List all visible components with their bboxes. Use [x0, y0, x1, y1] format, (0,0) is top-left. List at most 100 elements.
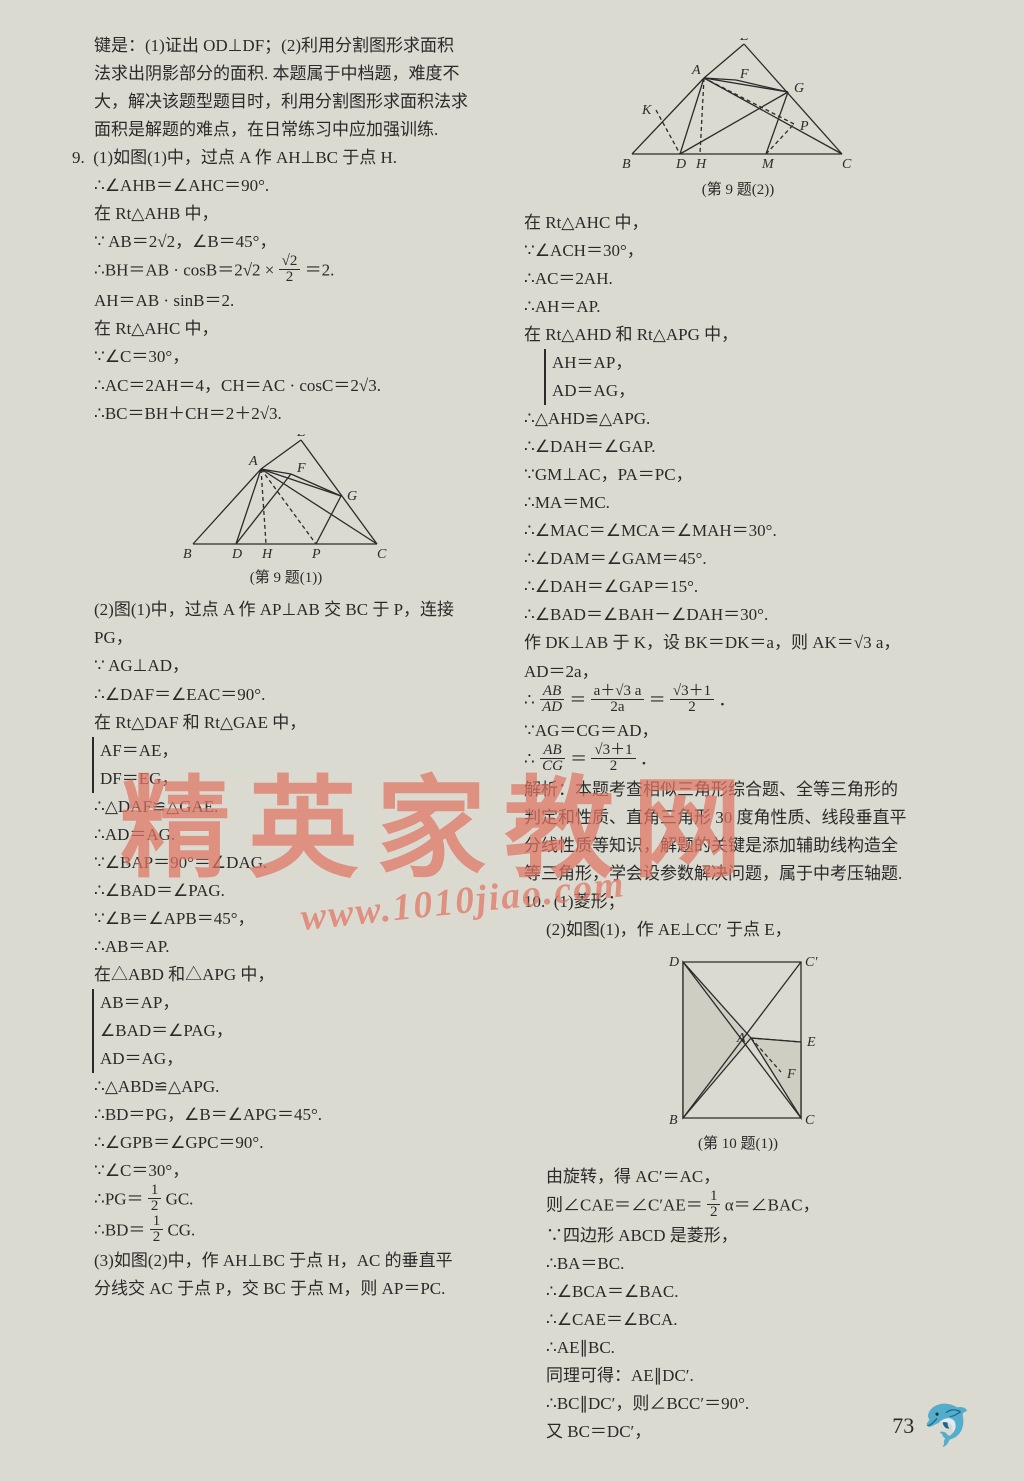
text: 在 Rt△AHC 中，	[72, 315, 500, 343]
fraction-half: 1 2	[148, 1183, 162, 1214]
text: ∵∠C＝30°，	[72, 1157, 500, 1185]
figure-10-1-svg: DC′BCAEF	[653, 950, 823, 1130]
svg-text:F: F	[786, 1067, 796, 1082]
svg-text:P: P	[311, 547, 321, 562]
text: ∴∠DAH＝∠GAP＝15°.	[524, 573, 952, 601]
text: PG，	[72, 624, 500, 652]
text: ∴∠GPB＝∠GPC＝90°.	[72, 1129, 500, 1157]
text: ∴AD＝AG.	[72, 821, 500, 849]
svg-text:C: C	[805, 1113, 815, 1128]
brace-group: AF＝AE， DF＝EG，	[92, 737, 500, 793]
svg-text:H: H	[261, 547, 273, 562]
text: 同理可得：AE∥DC′.	[524, 1362, 952, 1390]
figure-caption: (第 9 题(1))	[250, 566, 322, 591]
figure-caption: (第 10 题(1))	[698, 1132, 778, 1157]
text: 在 Rt△AHC 中，	[524, 209, 952, 237]
text: AH＝AP，	[552, 349, 952, 377]
text: ∴AB＝AP.	[72, 933, 500, 961]
text: 法求出阴影部分的面积. 本题属于中档题，难度不	[72, 60, 500, 88]
svg-text:B: B	[183, 547, 192, 562]
analysis-text: 分线性质等知识，解题的关键是添加辅助线构造全	[524, 832, 952, 860]
text: ∴PG＝	[94, 1190, 144, 1209]
equation: 则∠CAE＝∠C′AE＝ 1 2 α＝∠BAC，	[524, 1191, 952, 1222]
text: ∠BAD＝∠PAG，	[100, 1017, 500, 1045]
text: ∴AE∥BC.	[524, 1334, 952, 1362]
svg-text:H: H	[695, 157, 707, 172]
text: 由旋转，得 AC′＝AC，	[524, 1163, 952, 1191]
brace-group: AB＝AP， ∠BAD＝∠PAG， AD＝AG，	[92, 989, 500, 1073]
fraction: √3＋1 2	[670, 684, 714, 715]
text: 在 Rt△DAF 和 Rt△GAE 中，	[72, 709, 500, 737]
text: α＝∠BAC，	[725, 1195, 820, 1214]
svg-text:B: B	[622, 157, 631, 172]
svg-text:A: A	[736, 1031, 746, 1046]
text: AD＝AG，	[552, 377, 952, 405]
svg-text:E: E	[296, 434, 306, 440]
figure-9-1-svg: EAFGBDHPC	[181, 434, 391, 564]
text: ∴BD＝PG，∠B＝∠APG＝45°.	[72, 1101, 500, 1129]
text: ∵∠C＝30°，	[72, 343, 500, 371]
text: ∴AH＝AP.	[524, 293, 952, 321]
text: AD＝AG，	[100, 1045, 500, 1073]
text: ∴AC＝2AH＝4，CH＝AC · cosC＝2√3.	[72, 372, 500, 400]
text: ∵四边形 ABCD 是菱形，	[524, 1222, 952, 1250]
fraction: √3＋1 2	[591, 743, 635, 774]
text: ∴∠BAD＝∠BAH－∠DAH＝30°.	[524, 601, 952, 629]
text: AH＝AB · sinB＝2.	[72, 287, 500, 315]
text: ∴BD＝	[94, 1221, 145, 1240]
text: AB＝AP，	[100, 989, 500, 1017]
dolphin-icon: 🐬	[922, 1393, 972, 1459]
text: ∴∠AHB＝∠AHC＝90°.	[72, 172, 500, 200]
text: GC.	[166, 1190, 194, 1209]
text: ∴∠MAC＝∠MCA＝∠MAH＝30°.	[524, 517, 952, 545]
analysis-text: 等三角形，学会设参数解决问题，属于中考压轴题.	[524, 860, 952, 888]
left-column: 键是：(1)证出 OD⊥DF；(2)利用分割图形求面积 法求出阴影部分的面积. …	[72, 32, 500, 1424]
svg-text:B: B	[669, 1113, 678, 1128]
brace-group: AH＝AP， AD＝AG，	[544, 349, 952, 405]
svg-text:E: E	[739, 38, 749, 44]
problem-9-step: 9. (1)如图(1)中，过点 A 作 AH⊥BC 于点 H.	[72, 144, 500, 172]
text: 在△ABD 和△APG 中，	[72, 961, 500, 989]
text: ∵∠B＝∠APB＝45°，	[72, 905, 500, 933]
text: 键是：(1)证出 OD⊥DF；(2)利用分割图形求面积	[72, 32, 500, 60]
text: ＝	[649, 690, 666, 709]
svg-text:G: G	[347, 489, 357, 504]
svg-text:K: K	[641, 103, 652, 118]
text: (3)如图(2)中，作 AH⊥BC 于点 H，AC 的垂直平	[72, 1247, 500, 1275]
text: ∵AG＝CG＝AD，	[524, 717, 952, 745]
text: 则∠CAE＝∠C′AE＝	[546, 1195, 703, 1214]
text: 在 Rt△AHB 中，	[72, 200, 500, 228]
equation: ∴BH＝AB · cosB＝2√2 × √2 2 ＝2.	[72, 256, 500, 287]
fraction-ab-ad: AB AD	[539, 684, 565, 715]
svg-text:F: F	[739, 67, 749, 82]
text: 大，解决该题型题目时，利用分割图形求面积法求	[72, 88, 500, 116]
svg-text:A: A	[248, 454, 258, 469]
svg-text:P: P	[799, 119, 809, 134]
text: 分线交 AC 于点 P，交 BC 于点 M，则 AP＝PC.	[72, 1275, 500, 1303]
fraction-ab-cg: AB CG	[539, 743, 566, 774]
page-footer: 73 🐬	[892, 1393, 972, 1459]
figure-caption: (第 9 题(2))	[702, 178, 774, 203]
svg-text:D: D	[675, 157, 686, 172]
equation: ∴BD＝ 1 2 CG.	[72, 1216, 500, 1247]
analysis-text: 解析：本题考查相似三角形综合题、全等三角形的	[524, 776, 952, 804]
text: AD＝2a，	[524, 658, 952, 686]
text: ∴∠DAF＝∠EAC＝90°.	[72, 681, 500, 709]
svg-text:G: G	[794, 81, 804, 96]
analysis-text: 判定和性质、直角三角形 30 度角性质、线段垂直平	[524, 804, 952, 832]
right-column: EAKFGPBDHMC (第 9 题(2)) 在 Rt△AHC 中， ∵∠ACH…	[524, 32, 952, 1424]
svg-text:M: M	[761, 157, 775, 172]
text: ∴△ABD≌△APG.	[72, 1073, 500, 1101]
text: ∴∠CAE＝∠BCA.	[524, 1306, 952, 1334]
svg-text:D: D	[231, 547, 242, 562]
text: 作 DK⊥AB 于 K，设 BK＝DK＝a，则 AK＝√3 a，	[524, 629, 952, 657]
text: ∴△AHD≌△APG.	[524, 405, 952, 433]
text: ＝	[570, 749, 587, 768]
text: (2)如图(1)，作 AE⊥CC′ 于点 E，	[524, 916, 952, 944]
svg-text:D: D	[668, 955, 679, 970]
text: ．	[718, 690, 735, 709]
equation: ∴ AB CG ＝ √3＋1 2 ．	[524, 745, 952, 776]
equation: ∴PG＝ 1 2 GC.	[72, 1185, 500, 1216]
text: ∴BA＝BC.	[524, 1250, 952, 1278]
text: (2)图(1)中，过点 A 作 AP⊥AB 交 BC 于 P，连接	[72, 596, 500, 624]
